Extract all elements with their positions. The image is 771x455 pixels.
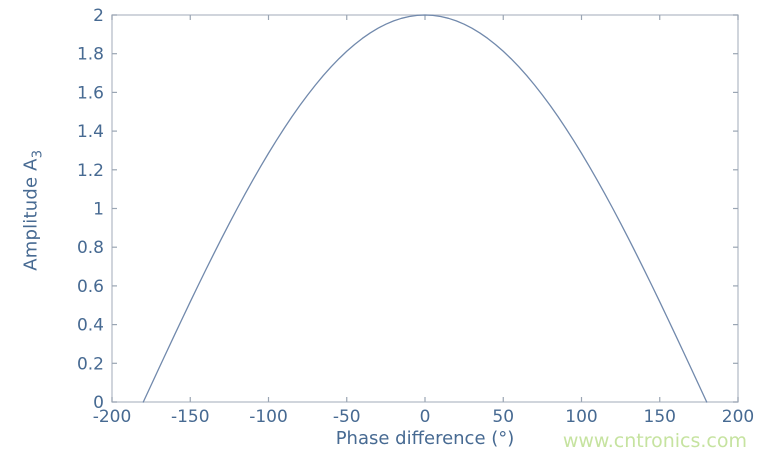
watermark-text: www.cntronics.com (562, 430, 747, 452)
y-axis-label-text: Amplitude A (20, 158, 42, 271)
data-line (142, 14, 708, 403)
y-axis-label: Amplitude A3 (21, 80, 46, 340)
x-tick-label: -200 (93, 407, 132, 427)
x-tick-label: 200 (722, 407, 754, 427)
y-tick-label: 1.2 (77, 161, 104, 181)
y-tick-label: 2 (93, 6, 104, 26)
x-tick-label: -100 (249, 407, 288, 427)
y-tick-label: 0.8 (77, 238, 104, 258)
x-tick-label: -50 (333, 407, 361, 427)
y-tick-label: 1 (93, 200, 104, 220)
x-tick-label: -150 (171, 407, 210, 427)
y-axis-label-subscript: 3 (30, 149, 46, 159)
y-tick-label: 1.8 (77, 45, 104, 65)
y-tick-label: 1.6 (77, 83, 104, 103)
y-tick-label: 0.4 (77, 316, 104, 336)
x-tick-label: 0 (420, 407, 431, 427)
x-axis-label: Phase difference (°) (335, 428, 515, 449)
x-tick-label: 50 (492, 407, 514, 427)
y-tick-label: 1.4 (77, 122, 104, 142)
axes-frame (111, 14, 739, 403)
x-tick-label: 100 (565, 407, 597, 427)
y-tick-label: 0.2 (77, 354, 104, 374)
y-tick-label: 0 (93, 393, 104, 413)
y-tick-label: 0.6 (77, 277, 104, 297)
x-tick-label: 150 (644, 407, 676, 427)
